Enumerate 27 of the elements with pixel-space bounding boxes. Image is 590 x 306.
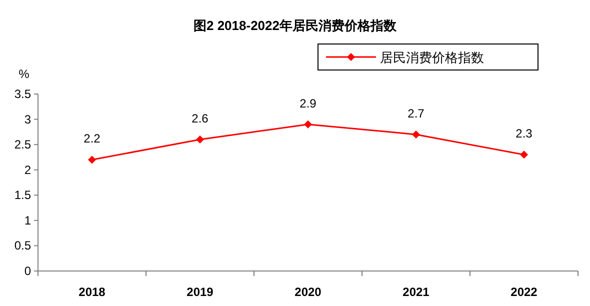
point [520, 150, 528, 159]
ytick: 1 [24, 213, 31, 228]
ytick: 2.5 [14, 138, 31, 152]
legend-label: 居民消费价格指数 [380, 50, 484, 65]
data-label: 2.7 [408, 106, 424, 120]
xtick: 2019 [186, 285, 214, 299]
data-label: 2.3 [516, 126, 532, 141]
xtick: 2021 [402, 285, 430, 299]
title: 图2 2018-2022年居民消费价格指数 [194, 18, 396, 33]
point [304, 120, 312, 128]
xtick: 2022 [510, 285, 538, 299]
xtick: 2020 [294, 285, 322, 299]
point [412, 130, 420, 138]
ytick: 1.5 [14, 188, 31, 202]
point [196, 136, 204, 144]
ytick: 3.5 [14, 87, 31, 101]
data-label: 2.2 [84, 132, 100, 146]
ytick: 0 [24, 264, 31, 278]
ytick: 0.5 [14, 238, 31, 253]
data-label: 2.9 [300, 96, 316, 110]
ylabel: % [18, 67, 30, 81]
legend: 居民消费价格指数 [318, 44, 538, 70]
data-label: 2.6 [192, 112, 208, 126]
xtick: 2018 [78, 285, 106, 299]
ytick: 3 [24, 112, 31, 126]
ytick: 2 [24, 162, 31, 177]
point [88, 156, 96, 164]
